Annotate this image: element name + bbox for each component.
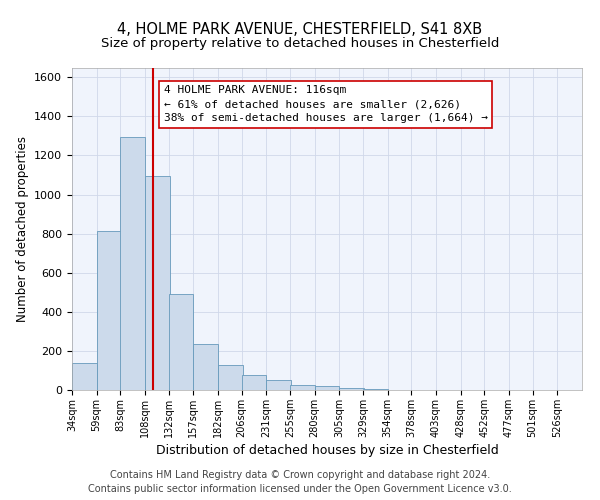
Bar <box>72 362 97 390</box>
Bar <box>314 386 340 390</box>
Text: 4, HOLME PARK AVENUE, CHESTERFIELD, S41 8XB: 4, HOLME PARK AVENUE, CHESTERFIELD, S41 … <box>118 22 482 38</box>
Bar <box>218 364 242 390</box>
Bar <box>145 176 170 390</box>
Bar <box>290 384 314 390</box>
X-axis label: Distribution of detached houses by size in Chesterfield: Distribution of detached houses by size … <box>155 444 499 457</box>
Bar <box>266 380 291 390</box>
Text: Size of property relative to detached houses in Chesterfield: Size of property relative to detached ho… <box>101 38 499 51</box>
Y-axis label: Number of detached properties: Number of detached properties <box>16 136 29 322</box>
Text: Contains HM Land Registry data © Crown copyright and database right 2024.
Contai: Contains HM Land Registry data © Crown c… <box>88 470 512 494</box>
Bar <box>363 389 388 390</box>
Bar <box>97 230 121 390</box>
Bar <box>193 344 218 390</box>
Bar <box>242 376 266 390</box>
Bar <box>340 388 364 390</box>
Bar <box>169 294 193 390</box>
Text: 4 HOLME PARK AVENUE: 116sqm
← 61% of detached houses are smaller (2,626)
38% of : 4 HOLME PARK AVENUE: 116sqm ← 61% of det… <box>164 85 488 123</box>
Bar <box>121 137 145 390</box>
